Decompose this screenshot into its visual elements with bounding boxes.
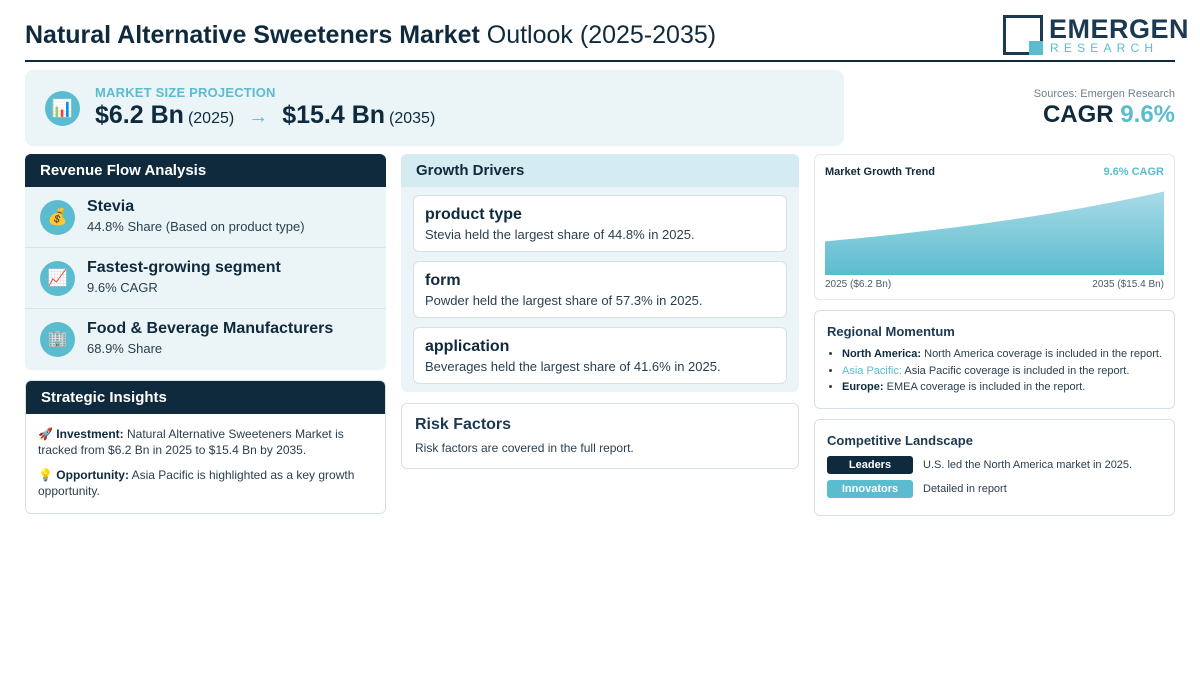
region-item: Europe: EMEA coverage is included in the… xyxy=(842,381,1162,398)
leaders-badge: Leaders xyxy=(827,456,913,474)
growth-trend-chart xyxy=(825,191,1164,275)
cagr-percent: 9.6% xyxy=(1120,101,1175,128)
arrow-right-icon: → xyxy=(248,106,269,128)
region-name: North America: xyxy=(842,348,922,360)
driver-text: Stevia held the largest share of 44.8% i… xyxy=(425,227,695,242)
chart-title: Market Growth Trend xyxy=(825,166,936,178)
strategic-insights-title: Strategic Insights xyxy=(26,381,385,414)
driver-title: application xyxy=(425,338,510,355)
region-text: North America coverage is included in th… xyxy=(924,348,1162,360)
revenue-item-subtitle: 68.9% Share xyxy=(87,341,163,356)
regional-momentum-card: Regional Momentum North America: North A… xyxy=(814,310,1175,409)
projection-values: $6.2 Bn (2025) → $15.4 Bn (2035) xyxy=(95,101,435,130)
innovators-badge: Innovators xyxy=(827,480,913,498)
insight-text: Natural Alternative Sweeteners Market is… xyxy=(38,427,344,457)
driver-title: form xyxy=(425,272,461,289)
region-list: North America: North America coverage is… xyxy=(842,348,1162,398)
projection-start-value: $6.2 Bn xyxy=(95,101,184,129)
competitive-landscape-card: Competitive Landscape Leaders U.S. led t… xyxy=(814,419,1175,516)
competitive-text: Detailed in report xyxy=(923,483,1007,495)
projection-end-value: $15.4 Bn xyxy=(282,101,386,129)
trend-area xyxy=(825,191,1164,275)
cagr-label: CAGR xyxy=(1042,101,1114,128)
cagr-summary: Sources: Emergen Research CAGR 9.6% xyxy=(1034,88,1175,129)
money-bag-icon: 💰 xyxy=(40,200,75,235)
region-name: Asia Pacific: xyxy=(842,364,902,377)
revenue-item-title: Fastest-growing segment xyxy=(87,259,281,276)
competitive-text: U.S. led the North America market in 202… xyxy=(923,459,1133,471)
risk-factors-text: Risk factors are covered in the full rep… xyxy=(415,441,634,455)
chart-icon: 📊 xyxy=(45,91,80,126)
insight-investment: 🚀 Investment: Natural Alternative Sweete… xyxy=(26,426,385,458)
strategic-insights-card: Strategic Insights 🚀 Investment: Natural… xyxy=(25,380,386,514)
growth-drivers-card: Growth Drivers product type Stevia held … xyxy=(401,154,799,392)
risk-factors-card: Risk Factors Risk factors are covered in… xyxy=(401,403,799,469)
logo-sub-text: RESEARCH xyxy=(1050,41,1159,55)
page-title: Natural Alternative Sweeteners Market Ou… xyxy=(25,21,716,50)
region-item: North America: North America coverage is… xyxy=(842,348,1162,365)
revenue-flow-card: Revenue Flow Analysis 💰 Stevia 44.8% Sha… xyxy=(25,154,386,370)
growth-drivers-title: Growth Drivers xyxy=(401,154,799,187)
trend-up-icon: 📈 xyxy=(40,261,75,296)
region-text: Asia Pacific coverage is included in the… xyxy=(904,364,1130,377)
building-icon: 🏢 xyxy=(40,322,75,357)
page-title-rest: Outlook (2025-2035) xyxy=(486,21,717,49)
driver-item: application Beverages held the largest s… xyxy=(413,327,787,384)
driver-title: product type xyxy=(425,206,522,223)
insight-opportunity: 💡 Opportunity: Asia Pacific is highlight… xyxy=(26,467,385,499)
region-item: Asia Pacific: Asia Pacific coverage is i… xyxy=(842,365,1162,382)
competitive-landscape-title: Competitive Landscape xyxy=(827,433,973,448)
revenue-item: 📈 Fastest-growing segment 9.6% CAGR xyxy=(25,248,386,309)
sources-text: Sources: Emergen Research xyxy=(1033,88,1175,100)
regional-momentum-title: Regional Momentum xyxy=(827,324,955,339)
driver-text: Beverages held the largest share of 41.6… xyxy=(425,359,721,374)
lightbulb-icon: 💡 xyxy=(38,468,53,482)
logo-mark-icon xyxy=(1003,15,1043,55)
revenue-item-subtitle: 9.6% CAGR xyxy=(87,280,158,295)
driver-item: form Powder held the largest share of 57… xyxy=(413,261,787,318)
projection-end-year: (2035) xyxy=(389,110,436,127)
region-name: Europe: xyxy=(842,381,884,393)
projection-label: MARKET SIZE PROJECTION xyxy=(95,85,276,100)
region-text: EMEA coverage is included in the report. xyxy=(886,381,1086,393)
insight-label: Opportunity: xyxy=(56,468,129,482)
revenue-flow-title: Revenue Flow Analysis xyxy=(25,154,386,187)
rocket-icon: 🚀 xyxy=(38,427,53,441)
market-growth-trend-card: Market Growth Trend 9.6% CAGR 2025 ($6.2… xyxy=(814,154,1175,300)
header: Natural Alternative Sweeteners Market Ou… xyxy=(25,12,1189,62)
market-size-projection: 📊 MARKET SIZE PROJECTION $6.2 Bn (2025) → $… xyxy=(25,70,844,146)
revenue-item: 🏢 Food & Beverage Manufacturers 68.9% Sh… xyxy=(25,309,386,370)
chart-x-label-start: 2025 ($6.2 Bn) xyxy=(825,279,892,290)
revenue-item: 💰 Stevia 44.8% Share (Based on product t… xyxy=(25,187,386,248)
emergen-logo: EMERGEN RESEARCH xyxy=(1003,14,1189,56)
risk-factors-title: Risk Factors xyxy=(415,416,512,433)
driver-item: product type Stevia held the largest sha… xyxy=(413,195,787,252)
insight-label: Investment: xyxy=(56,427,124,441)
insight-text: Asia Pacific is highlighted as a key gro… xyxy=(38,468,355,498)
cagr-value: CAGR 9.6% xyxy=(1034,101,1175,129)
revenue-item-title: Food & Beverage Manufacturers xyxy=(87,320,334,337)
revenue-item-subtitle: 44.8% Share (Based on product type) xyxy=(87,219,305,234)
revenue-item-title: Stevia xyxy=(87,198,135,215)
chart-x-label-end: 2035 ($15.4 Bn) xyxy=(1092,279,1164,290)
logo-main-text: EMERGEN xyxy=(1049,14,1190,44)
page-title-bold: Natural Alternative Sweeteners Market xyxy=(25,21,480,49)
projection-start-year: (2025) xyxy=(187,110,235,127)
driver-text: Powder held the largest share of 57.3% i… xyxy=(425,293,703,308)
chart-cagr-annotation: 9.6% CAGR xyxy=(1103,166,1164,178)
